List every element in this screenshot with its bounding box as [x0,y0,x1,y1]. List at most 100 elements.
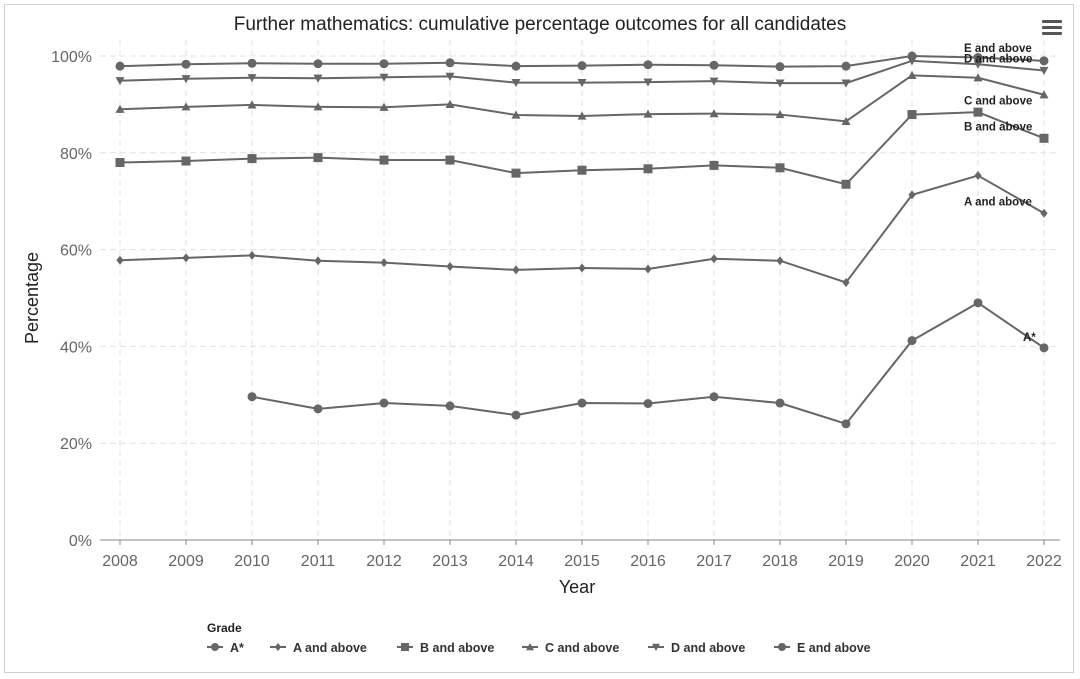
y-axis-label: Percentage [22,252,42,344]
data-point-a-and-above [314,256,322,266]
data-point-a-and-above [380,258,388,268]
end-label-a-and-above: A and above [964,196,1032,208]
data-point-e-and-above [247,58,257,68]
data-point-b-and-above [181,156,191,166]
data-point-d-and-above [379,73,389,82]
data-point-e-and-above [115,61,125,71]
legend-item-d-and-above: D and above [671,641,745,655]
data-point-a-star [841,419,851,429]
data-point-e-and-above [577,61,587,71]
data-point-c-and-above [379,102,389,111]
data-point-b-and-above [313,153,323,163]
y-tick-label: 60% [60,243,92,260]
data-point-a-star [643,399,653,409]
data-point-a-and-above [446,262,454,272]
legend-marker-a-and-above [274,643,282,651]
data-point-b-and-above [775,163,785,173]
data-point-a-star [907,336,917,346]
legend-marker-e-and-above [778,643,786,651]
data-point-c-and-above [445,99,455,108]
x-tick-label: 2021 [960,553,996,570]
data-point-b-and-above [973,107,983,117]
x-tick-label: 2011 [301,553,336,570]
data-point-a-star [973,298,983,308]
data-point-b-and-above [1039,133,1049,143]
legend-marker-b-and-above [401,643,409,651]
data-point-e-and-above [379,59,389,69]
data-point-d-and-above [643,78,653,87]
data-point-b-and-above [709,160,719,170]
data-point-d-and-above [511,79,521,88]
legend-item-e-and-above: E and above [797,641,871,655]
data-point-a-and-above [578,263,586,273]
legend-item-b-and-above: B and above [420,641,494,655]
legend-marker-a-star [211,643,219,651]
data-point-a-star [775,398,785,408]
data-point-c-and-above [181,102,191,111]
end-label-e-and-above: E and above [964,43,1032,55]
hamburger-menu-icon[interactable] [1042,20,1062,38]
data-point-a-star [577,398,587,408]
x-tick-label: 2008 [102,553,138,570]
data-point-a-and-above [1040,208,1048,218]
data-point-b-and-above [379,155,389,165]
x-tick-label: 2009 [168,553,204,570]
x-tick-label: 2015 [564,553,600,570]
data-point-c-and-above [115,104,125,113]
data-point-a-and-above [116,255,124,265]
data-point-a-and-above [182,253,190,263]
data-point-d-and-above [445,72,455,81]
data-point-d-and-above [709,77,719,86]
data-point-d-and-above [247,74,257,83]
legend-marker-d-and-above [652,643,660,651]
data-point-d-and-above [841,79,851,88]
data-point-c-and-above [775,110,785,119]
data-point-e-and-above [313,59,323,69]
legend-marker-c-and-above [526,643,534,651]
data-point-c-and-above [709,109,719,118]
data-point-a-and-above [248,250,256,260]
x-tick-label: 2014 [498,553,534,570]
data-point-a-and-above [974,171,982,181]
x-tick-label: 2022 [1026,553,1062,570]
data-point-e-and-above [973,52,983,62]
data-point-e-and-above [709,60,719,70]
data-point-d-and-above [577,79,587,88]
data-point-b-and-above [511,168,521,178]
data-point-b-and-above [643,164,653,174]
legend-item-c-and-above: C and above [545,641,619,655]
x-tick-label: 2018 [762,553,798,570]
end-label-a-star: A* [1023,332,1036,344]
data-point-a-star [511,410,521,420]
data-point-d-and-above [313,74,323,83]
data-point-b-and-above [907,110,917,120]
data-point-d-and-above [115,77,125,86]
data-point-a-star [379,398,389,408]
x-tick-label: 2012 [366,553,402,570]
data-point-a-star [445,401,455,411]
end-label-b-and-above: B and above [964,121,1032,133]
y-tick-label: 0% [69,533,92,550]
data-point-b-and-above [115,157,125,167]
x-tick-label: 2020 [894,553,930,570]
axis-layer: 0% 20% 40% 60% 80% 100% 2008 2009 2010 2011 2012 20… [51,49,1062,570]
end-label-c-and-above: C and above [964,96,1032,108]
x-tick-label: 2010 [234,553,270,570]
data-point-b-and-above [841,179,851,189]
data-point-a-star [709,392,719,402]
data-point-a-and-above [710,254,718,264]
data-point-c-and-above [907,70,917,79]
series-layer [115,51,1049,429]
data-point-d-and-above [973,60,983,69]
x-tick-label: 2017 [696,553,732,570]
legend-item-a-and-above: A and above [293,641,367,655]
data-point-b-and-above [247,154,257,164]
data-point-a-star [1039,343,1049,353]
data-point-d-and-above [775,79,785,88]
data-point-e-and-above [1039,56,1049,66]
data-point-e-and-above [775,62,785,72]
data-point-e-and-above [445,58,455,68]
data-point-a-and-above [776,256,784,266]
x-tick-label: 2013 [432,553,468,570]
